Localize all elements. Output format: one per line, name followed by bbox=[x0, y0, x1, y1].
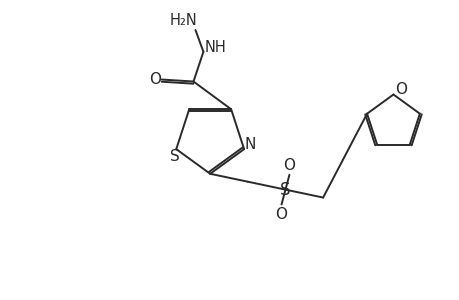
Text: NH: NH bbox=[204, 40, 226, 55]
Text: O: O bbox=[275, 207, 287, 222]
Text: N: N bbox=[244, 137, 255, 152]
Text: S: S bbox=[280, 181, 290, 199]
Text: H₂N: H₂N bbox=[169, 13, 197, 28]
Text: O: O bbox=[395, 82, 407, 97]
Text: O: O bbox=[283, 158, 295, 173]
Text: S: S bbox=[170, 148, 180, 164]
Text: O: O bbox=[149, 72, 161, 87]
